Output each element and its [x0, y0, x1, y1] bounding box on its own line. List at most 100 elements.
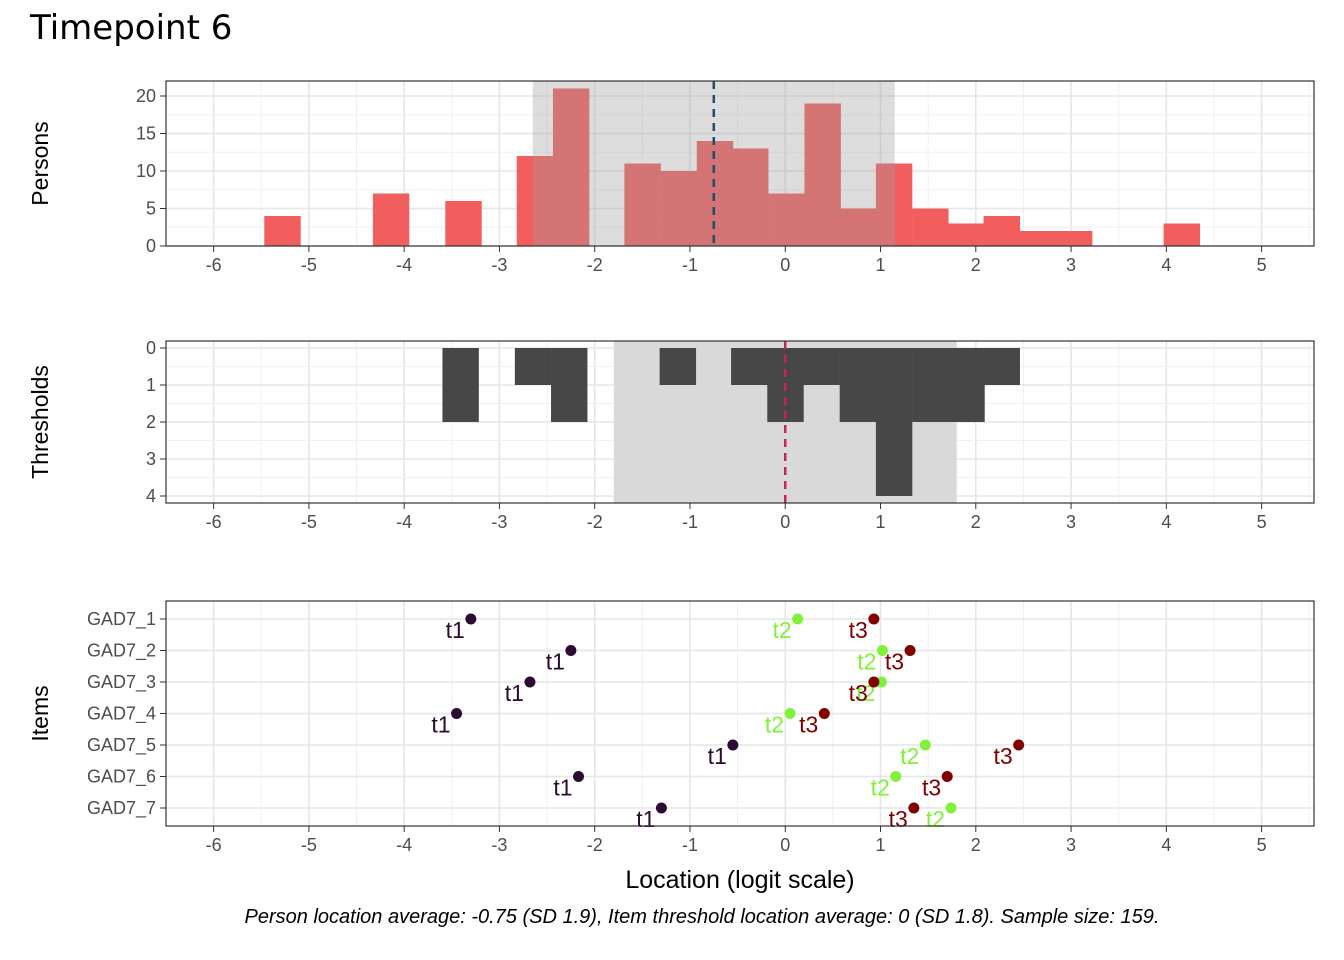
x-tick-label: -3 [491, 835, 507, 855]
person-bar [516, 156, 554, 246]
x-tick-label: -1 [682, 512, 698, 532]
item-label: GAD7_6 [87, 767, 156, 788]
y-tick-label: 10 [136, 161, 156, 181]
threshold-point-label: t2 [871, 775, 890, 801]
person-bar [372, 193, 410, 246]
item-label: GAD7_5 [87, 735, 156, 756]
threshold-point-t2 [784, 708, 796, 719]
threshold-bar [514, 348, 552, 385]
x-tick-label: -3 [491, 512, 507, 532]
y-tick-label: 0 [146, 338, 156, 358]
x-tick-label: -2 [587, 835, 603, 855]
threshold-bar [839, 348, 877, 422]
x-tick-label: 3 [1066, 255, 1076, 275]
x-tick-label: 0 [780, 512, 790, 532]
x-tick-label: -6 [206, 835, 222, 855]
threshold-bar [803, 348, 840, 385]
person-bar [1163, 223, 1201, 246]
y-tick-label: 15 [136, 124, 156, 144]
person-bar [768, 193, 805, 246]
threshold-bar [551, 348, 588, 422]
person-bar [264, 216, 301, 246]
items-panel: GAD7_1 GAD7_2 GAD7_3 GAD7_4 GAD7_5 GAD7_6 GAD7… [27, 600, 1315, 894]
threshold-point-label: t3 [799, 712, 818, 738]
threshold-point-label: t3 [849, 680, 868, 706]
y-axis-title: Thresholds [27, 365, 53, 479]
x-tick-label: -3 [491, 255, 507, 275]
x-tick-label: 3 [1066, 512, 1076, 532]
threshold-point-t1 [465, 613, 477, 625]
threshold-point-label: t2 [926, 806, 945, 832]
threshold-point-label: t3 [849, 617, 868, 643]
y-tick-label: 0 [146, 236, 156, 256]
threshold-point-label: t3 [889, 806, 908, 832]
y-axis-title: Persons [27, 121, 53, 205]
threshold-point-label: t2 [900, 743, 919, 769]
y-tick-label: 5 [146, 199, 156, 219]
thresholds-panel: 0 1 2 3 4 -6 -5 -4 -3 -2 -1 0 1 2 3 4 5 Thresholds [27, 338, 1315, 532]
threshold-point-t3 [1013, 739, 1025, 751]
threshold-point-t2 [945, 802, 957, 814]
person-bar [1055, 231, 1093, 246]
x-tick-label: 5 [1257, 835, 1267, 855]
x-tick-label: 2 [971, 255, 981, 275]
panel-border [165, 600, 1315, 827]
y-tick-label: 4 [146, 486, 156, 506]
threshold-point-t3 [941, 771, 953, 782]
y-tick-label: 3 [146, 449, 156, 469]
threshold-bar [983, 348, 1020, 385]
x-tick-label: -4 [396, 255, 412, 275]
item-label: GAD7_2 [87, 641, 156, 662]
threshold-bar [948, 348, 985, 422]
x-tick-label: -1 [682, 835, 698, 855]
x-tick-label: 4 [1161, 255, 1171, 275]
x-tick-label: 5 [1257, 255, 1267, 275]
x-axis-title: Location (logit scale) [625, 866, 854, 894]
x-tick-label: -1 [682, 255, 698, 275]
threshold-point-t1 [451, 708, 463, 719]
person-bar [732, 148, 769, 246]
threshold-point-t3 [868, 613, 880, 625]
threshold-point-label: t3 [922, 775, 941, 801]
x-tick-label: -4 [396, 512, 412, 532]
sd-band [532, 81, 895, 246]
threshold-point-t2 [792, 613, 804, 625]
threshold-bar [912, 348, 949, 422]
threshold-bar [442, 348, 479, 422]
threshold-point-label: t1 [446, 617, 465, 643]
x-tick-label: 1 [876, 835, 886, 855]
item-label: GAD7_3 [87, 672, 156, 693]
panel-border [165, 340, 1315, 504]
x-tick-label: -4 [396, 835, 412, 855]
person-bar [445, 201, 482, 246]
x-tick-label: -6 [206, 255, 222, 275]
panel-border [165, 80, 1315, 247]
person-bar [875, 163, 913, 246]
x-tick-label: -2 [587, 255, 603, 275]
y-axis-title: Items [27, 685, 53, 741]
threshold-bar [875, 348, 913, 496]
threshold-point-label: t1 [553, 775, 572, 801]
threshold-point-label: t1 [546, 649, 565, 675]
threshold-bar [731, 348, 768, 385]
x-tick-label: 2 [971, 835, 981, 855]
person-bar [983, 216, 1020, 246]
persons-panel: 0 5 10 15 20 -6 -5 -4 -3 -2 -1 0 1 2 3 4 5 Persons [27, 80, 1315, 275]
threshold-point-label: t1 [708, 743, 727, 769]
threshold-point-label: t2 [857, 649, 876, 675]
threshold-point-t3 [818, 708, 830, 719]
threshold-point-t2 [875, 676, 887, 688]
x-tick-label: 0 [780, 255, 790, 275]
y-tick-label: 1 [146, 375, 156, 395]
threshold-point-label: t2 [856, 680, 875, 706]
threshold-point-label: t2 [772, 617, 791, 643]
y-tick-label: 2 [146, 412, 156, 432]
item-label: GAD7_1 [87, 609, 156, 630]
x-tick-label: 5 [1257, 512, 1267, 532]
person-bar [660, 171, 698, 246]
x-tick-label: 0 [780, 835, 790, 855]
x-tick-label: 2 [971, 512, 981, 532]
threshold-point-label: t1 [431, 712, 450, 738]
person-bar [804, 103, 841, 246]
